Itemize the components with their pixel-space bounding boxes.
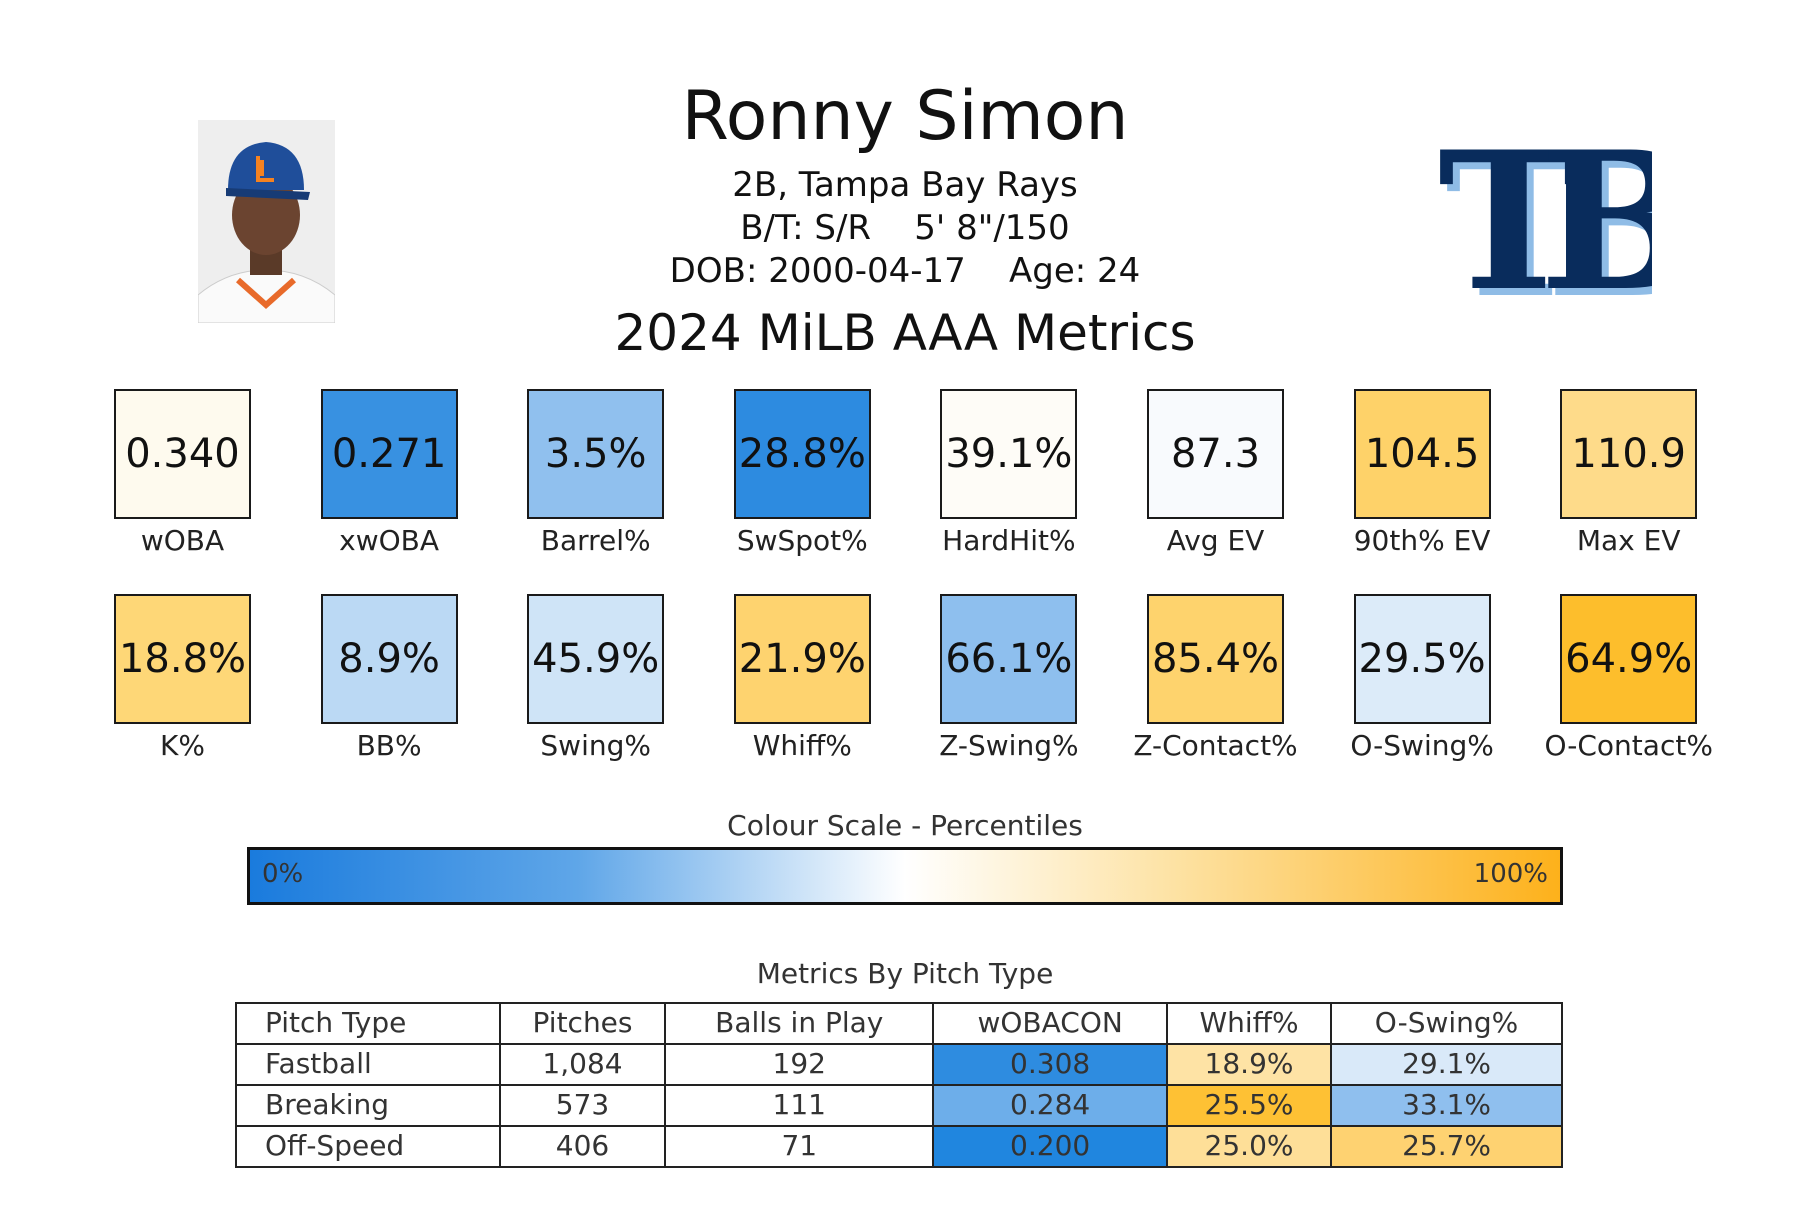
metric-value: 104.5 [1364,431,1480,477]
metric-label: O-Swing% [1350,729,1494,762]
metric-tile: 66.1% [940,594,1078,724]
metric-label: BB% [356,729,422,762]
metric-label: HardHit% [942,524,1076,557]
table-cell: 111 [664,1084,935,1127]
table-cell: 0.284 [932,1084,1168,1127]
height-weight: 5' 8"/150 [914,208,1070,248]
table-cell: 573 [498,1084,667,1127]
metric-value: 85.4% [1151,636,1280,682]
metric-value: 28.8% [738,431,866,477]
metric-label: Swing% [540,729,651,762]
metric-tile: 64.9% [1560,594,1698,724]
dob-line: DOB: 2000-04-17 Age: 24 [669,251,1141,291]
bats-throws: B/T: S/R [740,208,872,248]
table-cell: 71 [664,1125,935,1168]
table-cell: 0.200 [932,1125,1168,1168]
table-cell: Off-Speed [235,1125,501,1168]
dob: DOB: 2000-04-17 [669,251,966,291]
metric-tile: 29.5% [1353,594,1491,724]
table-cell: 25.7% [1330,1125,1563,1168]
table-row: Fastball 1,084 192 0.308 18.9% 29.1% [235,1043,1563,1086]
colour-scale-bar: 0% 100% [247,847,1563,905]
metric-label: xwOBA [339,524,440,557]
metric-label: Max EV [1576,524,1681,557]
season-title: 2024 MiLB AAA Metrics [614,304,1196,362]
metric-tile: 87.3 [1147,389,1284,519]
table-cell: 18.9% [1165,1043,1333,1086]
metric-tile: 39.1% [940,389,1078,519]
table-cell: 25.5% [1165,1084,1333,1127]
metric-value: 64.9% [1565,636,1693,682]
pitch-type-table: Pitch Type Pitches Balls in Play wOBACON Whi… [235,1002,1563,1168]
position-team: 2B, Tampa Bay Rays [732,165,1078,205]
table-header-row: Pitch Type Pitches Balls in Play wOBACON Whi… [235,1002,1563,1045]
metric-value: 29.5% [1358,636,1486,682]
table-cell: 25.0% [1165,1125,1333,1168]
metric-tile: 8.9% [320,594,458,724]
table-title: Metrics By Pitch Type [756,957,1054,990]
metric-label: Z-Swing% [939,729,1079,762]
metric-tile: 0.340 [114,389,251,519]
metric-tile: 85.4% [1147,594,1284,724]
metric-value: 0.271 [331,431,447,477]
metric-tile: 21.9% [733,594,871,724]
table-cell: 1,084 [498,1043,667,1086]
metric-tile: 110.9 [1560,389,1698,519]
metric-value: 3.5% [544,431,647,477]
svg-text:TB: TB [1438,110,1652,318]
scale-max-label: 100% [1473,859,1548,889]
column-header: Pitch Type [235,1002,501,1045]
player-headshot [197,120,336,324]
metric-label: Whiff% [752,729,852,762]
table-cell: 29.1% [1330,1043,1563,1086]
metric-label: Barrel% [540,524,651,557]
metric-value: 21.9% [738,636,866,682]
metric-tile: 104.5 [1353,389,1491,519]
table-cell: Fastball [235,1043,501,1086]
metric-value: 8.9% [338,636,440,682]
column-header: Balls in Play [664,1002,935,1045]
table-cell: 0.308 [932,1043,1168,1086]
metric-value: 87.3 [1170,431,1261,477]
metric-label: K% [160,729,205,762]
metric-value: 45.9% [532,636,660,682]
column-header: Pitches [498,1002,667,1045]
metric-label: SwSpot% [736,524,868,557]
scale-title: Colour Scale - Percentiles [727,809,1083,842]
metric-label: Avg EV [1166,524,1265,557]
table-cell: Breaking [235,1084,501,1127]
table-cell: 406 [498,1125,667,1168]
metric-value: 110.9 [1571,431,1686,477]
metric-value: 66.1% [945,636,1073,682]
metric-tile: 18.8% [114,594,251,724]
metric-value: 18.8% [118,636,247,682]
column-header: wOBACON [932,1002,1168,1045]
table-row: Off-Speed 406 71 0.200 25.0% 25.7% [235,1125,1563,1168]
metric-tile: 0.271 [320,389,458,519]
team-logo: TB [1432,108,1730,333]
metric-label: wOBA [140,524,225,557]
age: Age: 24 [1009,251,1141,291]
bio-line: B/T: S/R 5' 8"/150 [740,208,1070,248]
scale-min-label: 0% [262,859,304,889]
table-cell: 192 [664,1043,935,1086]
metric-label: Z-Contact% [1133,729,1298,762]
player-name: Ronny Simon [681,77,1129,156]
metric-tile: 45.9% [527,594,665,724]
column-header: O-Swing% [1330,1002,1563,1045]
metric-tile: 28.8% [733,389,871,519]
table-cell: 33.1% [1330,1084,1563,1127]
metric-label: 90th% EV [1353,524,1491,557]
metric-value: 39.1% [945,431,1073,477]
column-header: Whiff% [1165,1002,1333,1045]
table-row: Breaking 573 111 0.284 25.5% 33.1% [235,1084,1563,1127]
metric-value: 0.340 [125,431,240,477]
metric-label: O-Contact% [1544,729,1713,762]
metric-tile: 3.5% [527,389,665,519]
